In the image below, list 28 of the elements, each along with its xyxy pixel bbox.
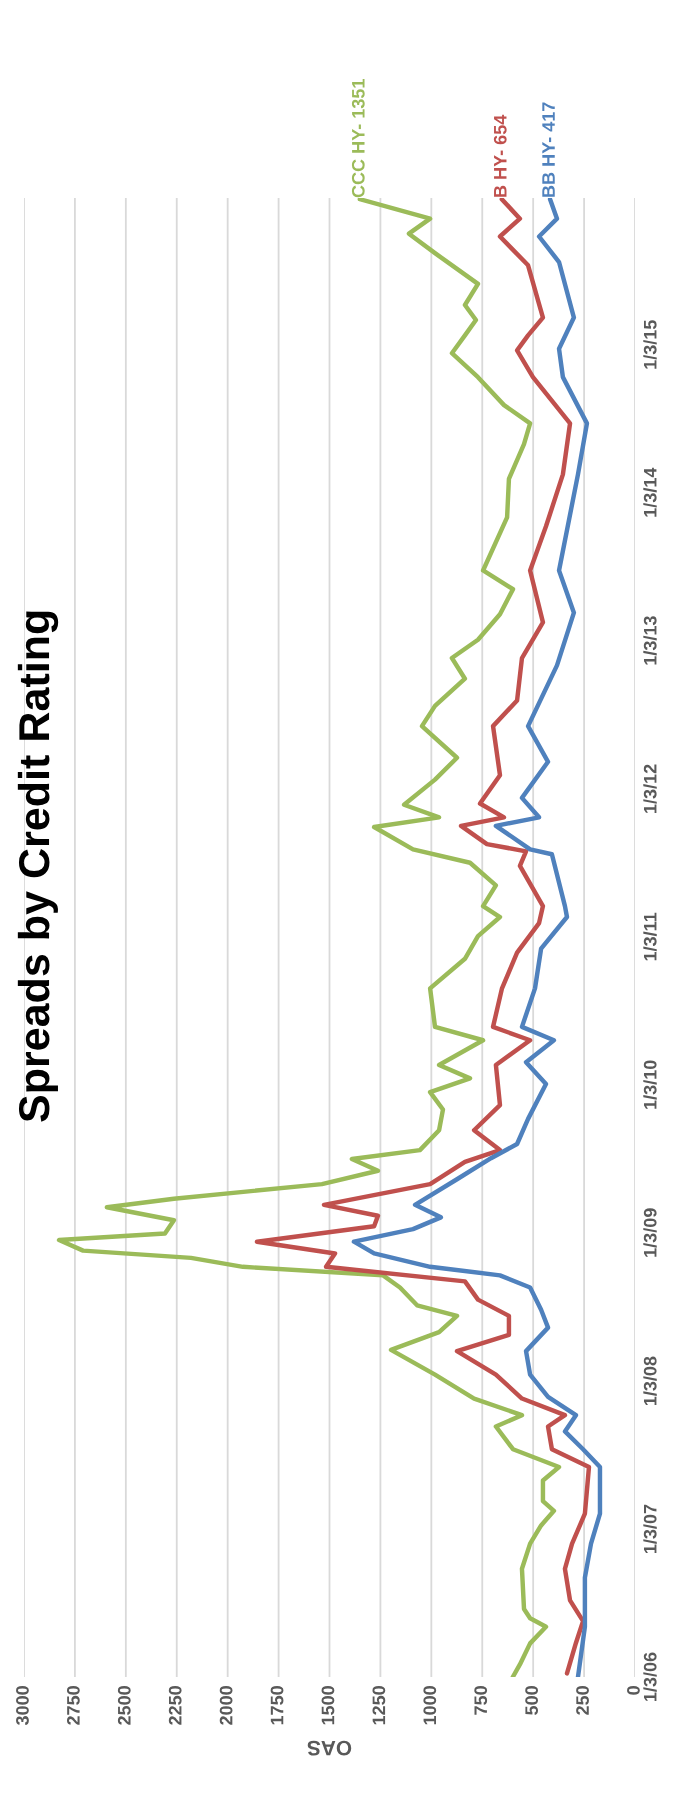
y-tick-label: 1/3/08	[643, 1356, 657, 1406]
x-axis-title: OAS	[307, 1740, 352, 1756]
x-tick-label: 2500	[117, 1686, 131, 1725]
y-tick-label: 1/3/10	[643, 1060, 657, 1109]
x-tick-label: 1750	[270, 1686, 284, 1725]
y-tick-label: 1/3/13	[643, 616, 657, 665]
y-tick-label: 1/3/09	[643, 1208, 657, 1257]
x-tick-label: 1500	[321, 1686, 335, 1725]
text: B HY- 654	[493, 114, 507, 197]
x-tick-label: 1250	[372, 1686, 386, 1725]
text: Spreads by Credit Rating	[17, 611, 59, 1122]
x-tick-label: 1000	[423, 1686, 437, 1725]
text: CCC HY- 1351	[351, 79, 365, 198]
y-tick-label: 1/3/07	[643, 1504, 657, 1554]
x-tick-label: 250	[576, 1686, 589, 1715]
x-tick-label: 500	[525, 1686, 539, 1715]
x-tick-label: 2000	[219, 1686, 233, 1725]
x-tick-label: 2750	[66, 1686, 80, 1725]
text: BB HY- 417	[542, 102, 555, 197]
y-tick-label: 1/3/14	[643, 467, 657, 517]
y-tick-label: 1/3/06	[643, 1652, 657, 1701]
x-tick-label: 750	[474, 1686, 488, 1715]
y-tick-label: 1/3/12	[643, 764, 657, 813]
x-tick-label: 0	[627, 1686, 640, 1695]
y-tick-label: 1/3/15	[643, 320, 657, 369]
y-tick-label: 1/3/11	[643, 912, 657, 961]
x-tick-label: 2250	[168, 1686, 182, 1725]
x-tick-label: 3000	[16, 1686, 29, 1726]
